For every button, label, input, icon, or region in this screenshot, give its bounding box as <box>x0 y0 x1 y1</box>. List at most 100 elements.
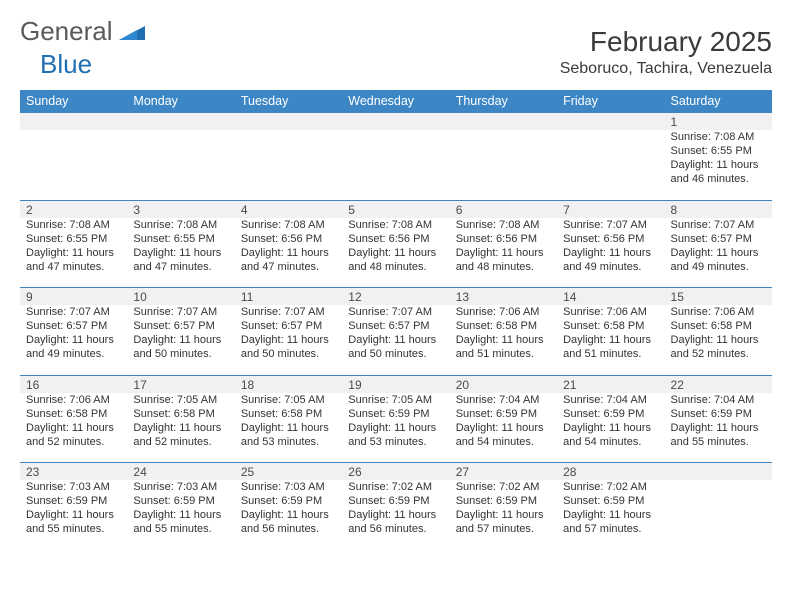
daynum-row: 2345678 <box>20 200 772 218</box>
sunrise: Sunrise: 7:05 AM <box>241 393 336 407</box>
day-body-cell <box>342 130 449 200</box>
sunrise: Sunrise: 7:08 AM <box>348 218 443 232</box>
day-body-cell: Sunrise: 7:08 AMSunset: 6:56 PMDaylight:… <box>450 218 557 288</box>
day-body-cell: Sunrise: 7:02 AMSunset: 6:59 PMDaylight:… <box>450 480 557 550</box>
day-body-cell: Sunrise: 7:07 AMSunset: 6:57 PMDaylight:… <box>235 305 342 375</box>
sunrise: Sunrise: 7:07 AM <box>563 218 658 232</box>
daylight: Daylight: 11 hours and 49 minutes. <box>671 246 766 274</box>
sunset: Sunset: 6:58 PM <box>456 319 551 333</box>
day-body-cell <box>557 130 664 200</box>
day-body-cell: Sunrise: 7:05 AMSunset: 6:59 PMDaylight:… <box>342 393 449 463</box>
sunset: Sunset: 6:57 PM <box>133 319 228 333</box>
day-body-cell: Sunrise: 7:07 AMSunset: 6:57 PMDaylight:… <box>20 305 127 375</box>
day-number: 17 <box>133 376 228 393</box>
dayhead-sat: Saturday <box>665 90 772 113</box>
sunrise: Sunrise: 7:08 AM <box>133 218 228 232</box>
day-number-cell: 1 <box>665 113 772 131</box>
calendar-grid: Sunday Monday Tuesday Wednesday Thursday… <box>20 90 772 550</box>
day-number-cell: 27 <box>450 463 557 481</box>
day-info: Sunrise: 7:04 AMSunset: 6:59 PMDaylight:… <box>456 393 551 449</box>
day-info: Sunrise: 7:06 AMSunset: 6:58 PMDaylight:… <box>26 393 121 449</box>
sunset: Sunset: 6:57 PM <box>26 319 121 333</box>
location: Seboruco, Tachira, Venezuela <box>560 60 772 78</box>
sunrise: Sunrise: 7:05 AM <box>348 393 443 407</box>
sunset: Sunset: 6:56 PM <box>563 232 658 246</box>
day-number-cell: 5 <box>342 200 449 218</box>
sunrise: Sunrise: 7:06 AM <box>456 305 551 319</box>
daylight: Daylight: 11 hours and 51 minutes. <box>456 333 551 361</box>
sunset: Sunset: 6:57 PM <box>671 232 766 246</box>
day-number-cell <box>342 113 449 131</box>
sunset: Sunset: 6:59 PM <box>671 407 766 421</box>
day-body-cell: Sunrise: 7:06 AMSunset: 6:58 PMDaylight:… <box>20 393 127 463</box>
sunset: Sunset: 6:58 PM <box>563 319 658 333</box>
sunrise: Sunrise: 7:07 AM <box>348 305 443 319</box>
day-info: Sunrise: 7:06 AMSunset: 6:58 PMDaylight:… <box>563 305 658 361</box>
day-number: 19 <box>348 376 443 393</box>
day-body-cell: Sunrise: 7:03 AMSunset: 6:59 PMDaylight:… <box>127 480 234 550</box>
sunset: Sunset: 6:59 PM <box>456 407 551 421</box>
day-number-cell: 19 <box>342 375 449 393</box>
daylight: Daylight: 11 hours and 51 minutes. <box>563 333 658 361</box>
daynum-row: 9101112131415 <box>20 288 772 306</box>
dayhead-thu: Thursday <box>450 90 557 113</box>
day-body-cell: Sunrise: 7:06 AMSunset: 6:58 PMDaylight:… <box>450 305 557 375</box>
day-number-cell <box>450 113 557 131</box>
day-body-cell: Sunrise: 7:02 AMSunset: 6:59 PMDaylight:… <box>342 480 449 550</box>
sunrise: Sunrise: 7:08 AM <box>671 130 766 144</box>
day-number-cell: 18 <box>235 375 342 393</box>
sunset: Sunset: 6:59 PM <box>26 494 121 508</box>
day-info: Sunrise: 7:08 AMSunset: 6:56 PMDaylight:… <box>348 218 443 274</box>
daylight: Daylight: 11 hours and 57 minutes. <box>563 508 658 536</box>
day-number: 28 <box>563 463 658 480</box>
weeks-body: 1Sunrise: 7:08 AMSunset: 6:55 PMDaylight… <box>20 113 772 551</box>
day-info: Sunrise: 7:04 AMSunset: 6:59 PMDaylight:… <box>563 393 658 449</box>
day-number: 20 <box>456 376 551 393</box>
day-body-cell: Sunrise: 7:06 AMSunset: 6:58 PMDaylight:… <box>665 305 772 375</box>
day-number: 14 <box>563 288 658 305</box>
day-body-cell: Sunrise: 7:08 AMSunset: 6:56 PMDaylight:… <box>235 218 342 288</box>
dayhead-mon: Monday <box>127 90 234 113</box>
day-body-cell: Sunrise: 7:08 AMSunset: 6:55 PMDaylight:… <box>20 218 127 288</box>
daylight: Daylight: 11 hours and 49 minutes. <box>563 246 658 274</box>
week-row: Sunrise: 7:08 AMSunset: 6:55 PMDaylight:… <box>20 218 772 288</box>
day-number-cell <box>557 113 664 131</box>
day-number-cell: 25 <box>235 463 342 481</box>
sunrise: Sunrise: 7:05 AM <box>133 393 228 407</box>
sunrise: Sunrise: 7:08 AM <box>241 218 336 232</box>
day-info: Sunrise: 7:07 AMSunset: 6:57 PMDaylight:… <box>133 305 228 361</box>
sunset: Sunset: 6:55 PM <box>671 144 766 158</box>
daylight: Daylight: 11 hours and 50 minutes. <box>348 333 443 361</box>
day-number: 23 <box>26 463 121 480</box>
sunset: Sunset: 6:57 PM <box>241 319 336 333</box>
day-body-cell: Sunrise: 7:08 AMSunset: 6:56 PMDaylight:… <box>342 218 449 288</box>
day-number: 13 <box>456 288 551 305</box>
day-number: 18 <box>241 376 336 393</box>
sunrise: Sunrise: 7:03 AM <box>133 480 228 494</box>
daylight: Daylight: 11 hours and 53 minutes. <box>241 421 336 449</box>
day-info: Sunrise: 7:07 AMSunset: 6:57 PMDaylight:… <box>348 305 443 361</box>
day-body-cell <box>450 130 557 200</box>
daylight: Daylight: 11 hours and 50 minutes. <box>241 333 336 361</box>
sunrise: Sunrise: 7:04 AM <box>671 393 766 407</box>
day-number-cell: 3 <box>127 200 234 218</box>
day-body-cell <box>665 480 772 550</box>
day-number-cell: 7 <box>557 200 664 218</box>
sunrise: Sunrise: 7:02 AM <box>563 480 658 494</box>
sunrise: Sunrise: 7:04 AM <box>456 393 551 407</box>
day-number-cell: 4 <box>235 200 342 218</box>
day-number: 16 <box>26 376 121 393</box>
day-number: 5 <box>348 201 443 218</box>
daylight: Daylight: 11 hours and 53 minutes. <box>348 421 443 449</box>
day-info: Sunrise: 7:04 AMSunset: 6:59 PMDaylight:… <box>671 393 766 449</box>
day-number-cell <box>665 463 772 481</box>
dayhead-tue: Tuesday <box>235 90 342 113</box>
logo-word1: General <box>20 16 113 46</box>
sunrise: Sunrise: 7:06 AM <box>26 393 121 407</box>
day-number: 22 <box>671 376 766 393</box>
daylight: Daylight: 11 hours and 48 minutes. <box>348 246 443 274</box>
day-number-cell: 11 <box>235 288 342 306</box>
day-number: 9 <box>26 288 121 305</box>
sunrise: Sunrise: 7:08 AM <box>26 218 121 232</box>
day-number-cell: 10 <box>127 288 234 306</box>
